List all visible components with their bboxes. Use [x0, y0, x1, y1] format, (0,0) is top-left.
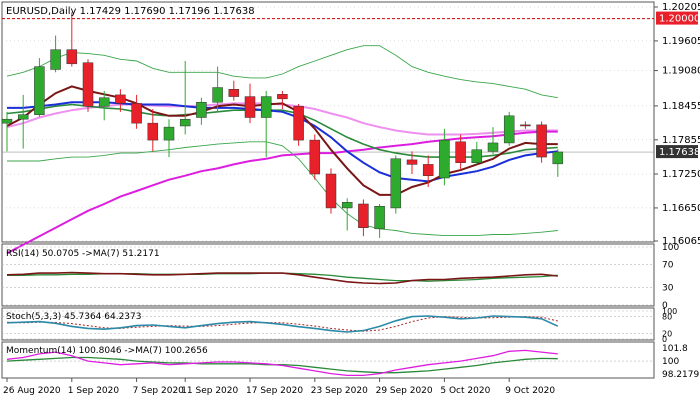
ma-green-line: [6, 103, 558, 158]
bear-candle-body[interactable]: [277, 94, 288, 100]
bear-candle-body[interactable]: [293, 105, 304, 141]
current-price-label: 1.17638: [659, 147, 700, 158]
rsi-scale-label: 0: [662, 301, 668, 311]
bull-candle-body[interactable]: [487, 142, 499, 152]
bear-candle-body[interactable]: [147, 122, 159, 141]
bull-candle-body[interactable]: [341, 202, 353, 209]
bear-candle-body[interactable]: [244, 96, 256, 118]
bear-candle-body[interactable]: [228, 88, 240, 97]
stoch-main-line: [6, 315, 559, 333]
stoch-scale-label: 80: [662, 313, 672, 322]
time-label: 1 Sep 2020: [68, 386, 120, 396]
price-label: 1.16065: [662, 236, 700, 247]
bull-candle-body[interactable]: [552, 151, 564, 165]
rsi-scale-label: 30: [662, 284, 674, 294]
bear-candle-body[interactable]: [82, 62, 94, 107]
bull-candle-body[interactable]: [50, 49, 61, 70]
bull-candle-body[interactable]: [390, 158, 402, 209]
bull-candle-body[interactable]: [34, 66, 45, 115]
momentum-panel: 101.8 100 98.2179: [2, 344, 699, 380]
time-label: 9 Oct 2020: [505, 386, 555, 396]
bull-candle-body[interactable]: [196, 101, 207, 118]
time-label: 7 Sep 2020: [133, 386, 185, 396]
bull-candle-body[interactable]: [163, 126, 175, 141]
bear-candle-body[interactable]: [406, 159, 418, 165]
rsi-panel: 100 70 30 0: [2, 243, 679, 311]
price-axis: 1.20205 1.19605 1.19080 1.18455 1.17855 1.172…: [654, 2, 700, 247]
bull-candle-body[interactable]: [260, 96, 272, 118]
bear-candle-body[interactable]: [422, 164, 434, 176]
price-label: 1.18455: [662, 101, 700, 112]
price-label: 1.19605: [662, 36, 700, 47]
candles[interactable]: [1, 12, 564, 238]
stoch-panel-frame: [1, 307, 655, 341]
bollinger-upper-line: [6, 45, 558, 99]
bear-candle-body[interactable]: [309, 139, 321, 175]
momentum-scale-label: 100: [662, 357, 679, 367]
momentum-panel-label: Momentum(14) 100.8046 ->MA(7) 100.2656: [6, 346, 208, 356]
rsi-scale-label: 70: [662, 260, 674, 270]
momentum-panel-frame: [1, 341, 655, 379]
time-label: 23 Sep 2020: [311, 386, 368, 396]
price-label: 1.20205: [662, 2, 700, 13]
bear-candle-body[interactable]: [115, 94, 126, 104]
bear-candle-body[interactable]: [325, 173, 337, 209]
bull-candle-body[interactable]: [503, 115, 515, 144]
ma-blue-line: [7, 101, 558, 183]
rsi-panel-frame: [1, 243, 655, 307]
bull-candle-body[interactable]: [179, 118, 191, 127]
time-label: 5 Oct 2020: [440, 386, 490, 396]
current-price-box: [656, 145, 698, 159]
price-label: 1.16650: [662, 203, 700, 214]
momentum-line: [6, 349, 558, 377]
price-label: 1.19080: [662, 66, 700, 77]
bull-candle-body[interactable]: [17, 114, 29, 120]
ma-magenta-line: [6, 130, 558, 255]
momentum-ma-line: [6, 356, 558, 374]
bull-candle-body[interactable]: [212, 87, 223, 103]
bull-candle-body[interactable]: [98, 97, 110, 107]
bear-candle-body[interactable]: [66, 49, 78, 65]
bull-candle-body[interactable]: [374, 205, 385, 230]
bear-candle-body[interactable]: [131, 103, 142, 124]
rsi-line: [6, 271, 558, 285]
bull-candle-body[interactable]: [439, 139, 450, 179]
time-label: 11 Sep 2020: [181, 386, 238, 396]
stoch-panel-label: Stoch(5,3,3) 45.7364 64.2373: [6, 312, 141, 322]
momentum-scale-label: 101.8: [662, 344, 688, 354]
stoch-signal-line: [6, 316, 558, 332]
stoch-scale-label: 100: [662, 307, 677, 316]
main-panel-label: EURUSD,Daily 1.17429 1.17690 1.17196 1.1…: [6, 6, 255, 17]
stoch-scale-label: 20: [662, 329, 672, 338]
bull-candle-body[interactable]: [1, 118, 13, 124]
stoch-scale-label: 0: [662, 335, 667, 344]
price-label: 1.17855: [662, 135, 700, 146]
bear-candle-body[interactable]: [455, 141, 466, 163]
bull-candle-body[interactable]: [471, 149, 483, 163]
level-price-box: [656, 11, 698, 25]
time-label: 26 Aug 2020: [3, 386, 61, 396]
bollinger-lower-line: [7, 141, 558, 237]
level-price-label: 1.20000: [659, 14, 700, 25]
bear-candle-body[interactable]: [536, 124, 547, 158]
momentum-scale-label: 98.2179: [662, 370, 699, 380]
rsi-panel-label: RSI(14) 50.0705 ->MA(7) 51.2171: [6, 249, 160, 259]
time-label: 29 Sep 2020: [376, 386, 433, 396]
bear-candle-body[interactable]: [358, 203, 369, 228]
rsi-scale-label: 100: [662, 243, 679, 253]
price-label: 1.17250: [662, 169, 700, 180]
bear-candle-body[interactable]: [520, 124, 531, 127]
time-label: 17 Sep 2020: [246, 386, 303, 396]
